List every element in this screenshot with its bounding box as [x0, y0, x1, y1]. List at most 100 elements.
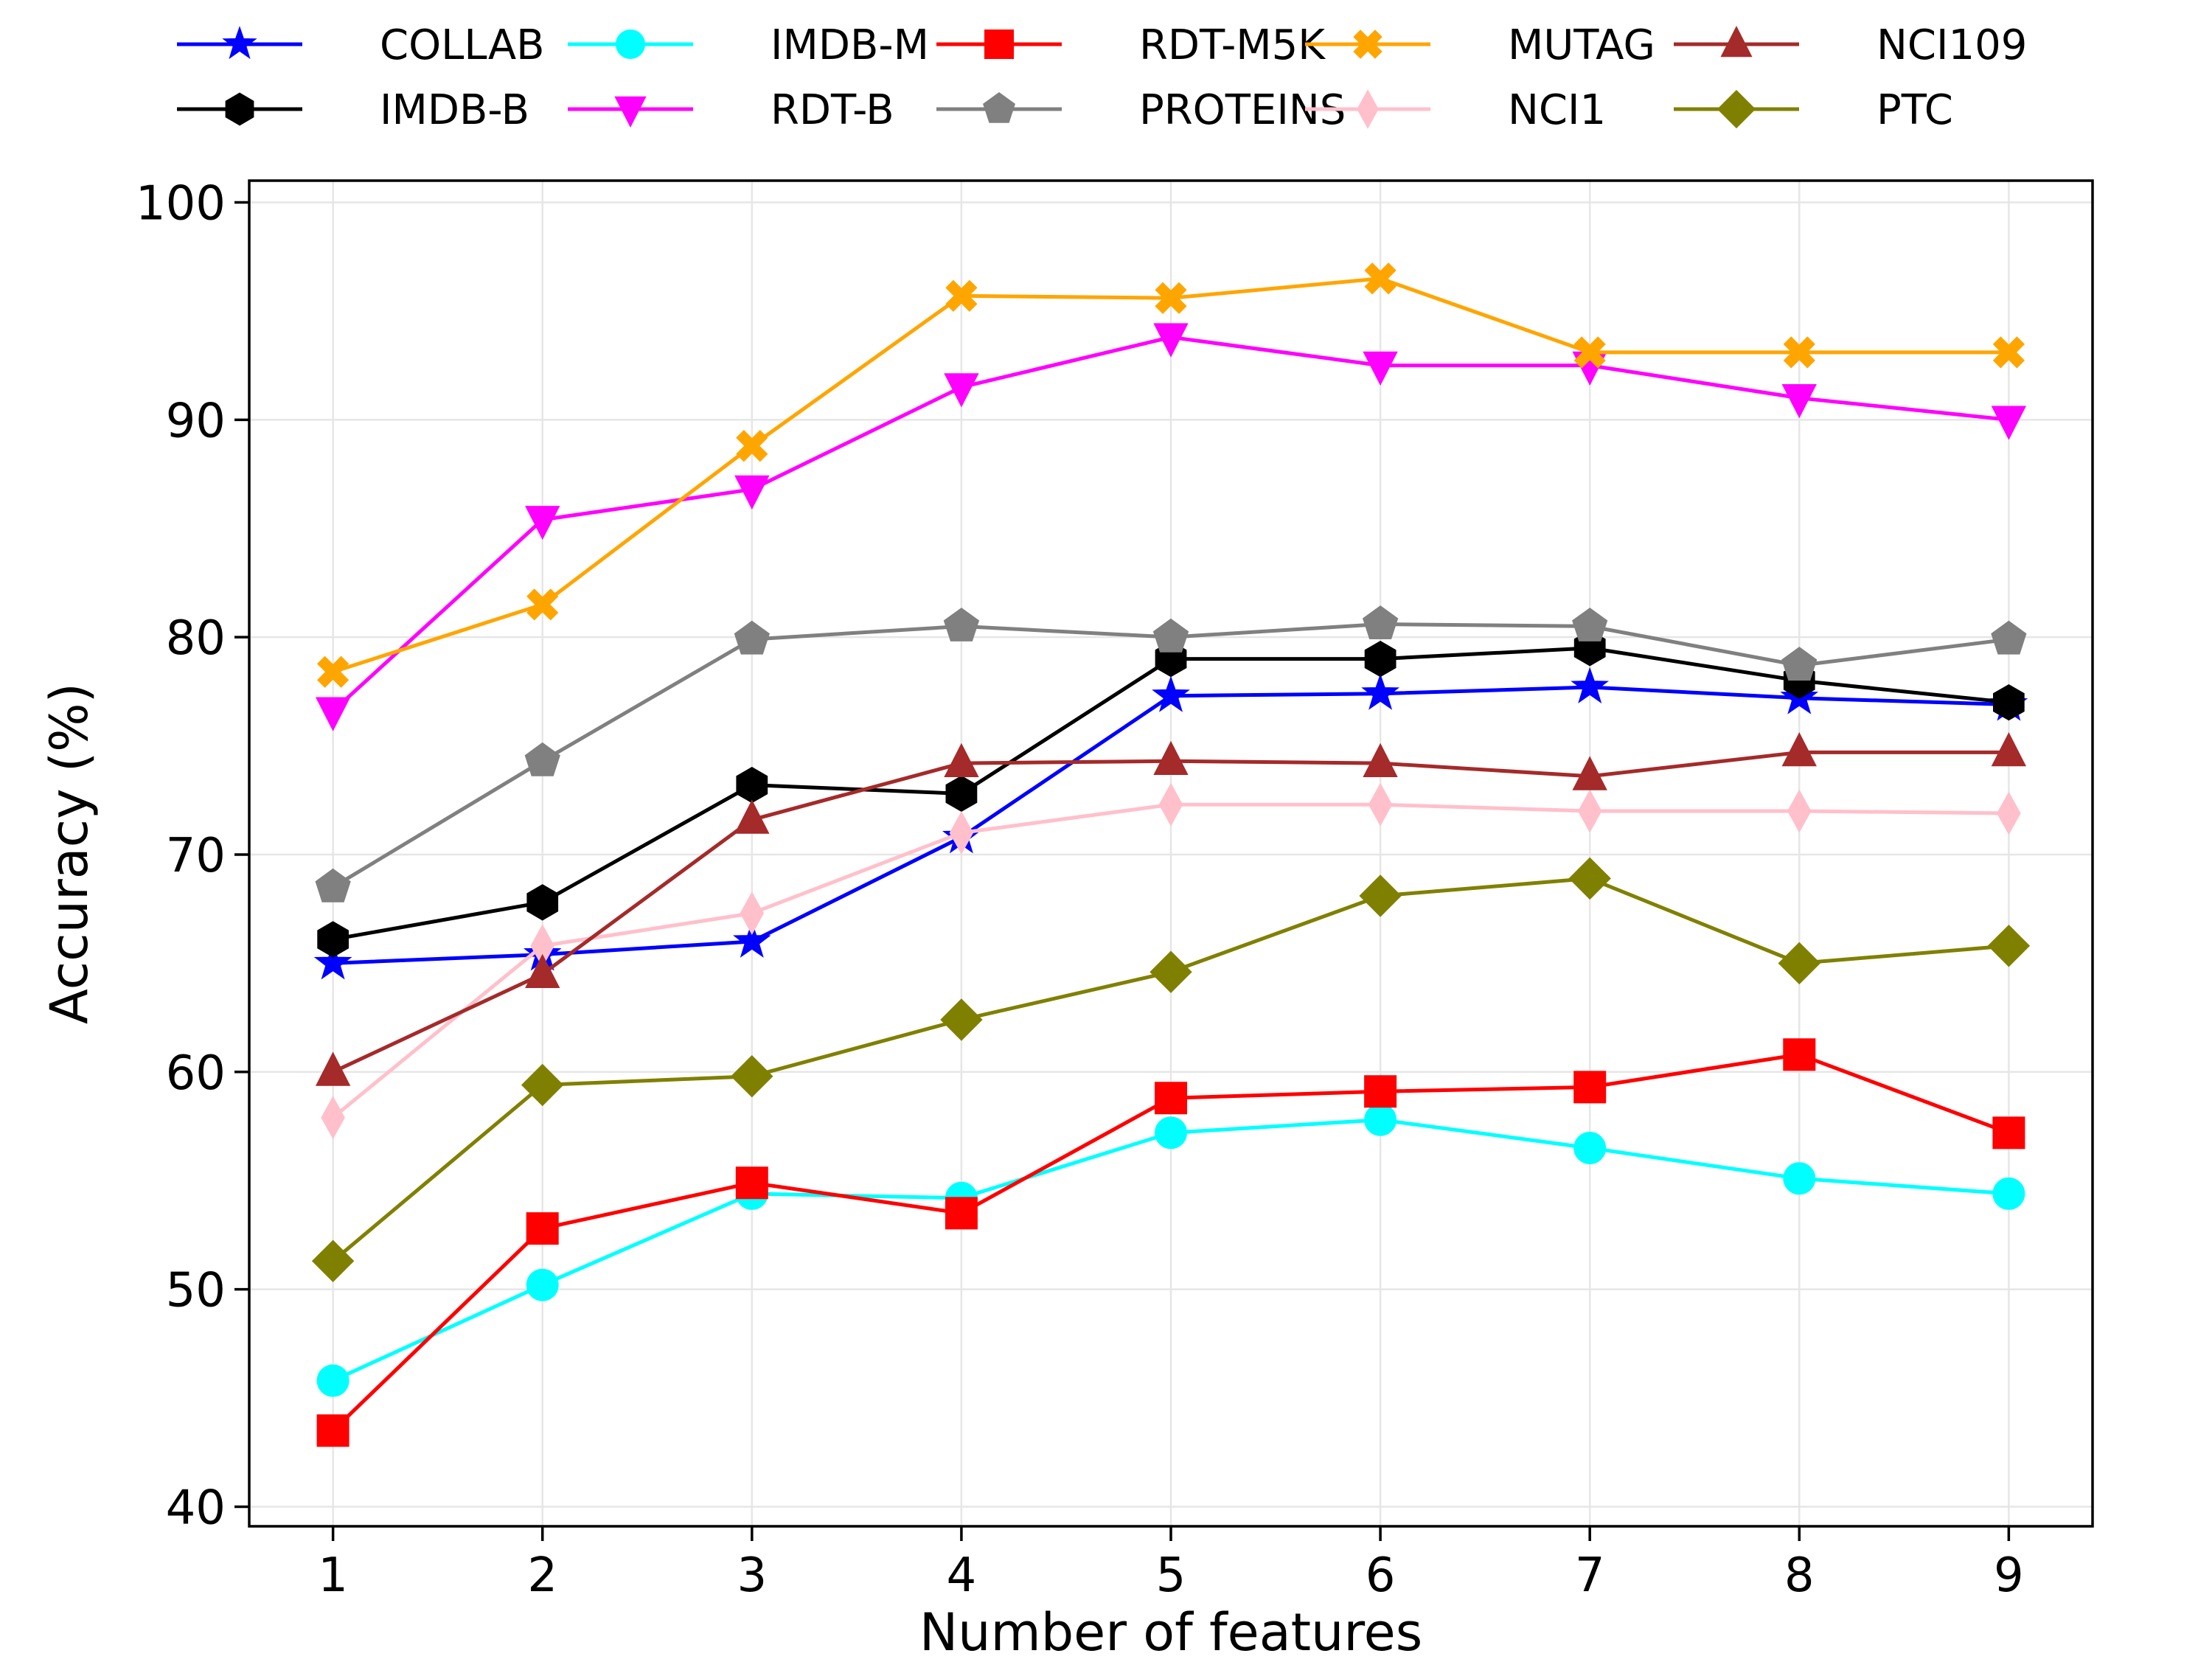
point-nci109 — [315, 1051, 351, 1086]
point-rdt-m5k — [1992, 1116, 2025, 1150]
point-nci1 — [1368, 782, 1393, 827]
point-rdt-m5k — [526, 1212, 559, 1245]
point-rdt-m5k — [1364, 1075, 1397, 1108]
series-nci109 — [315, 732, 2027, 1086]
legend-marker-imdb-m — [616, 29, 645, 59]
point-collab — [1571, 667, 1609, 703]
x-tick-label: 5 — [1156, 1548, 1186, 1603]
point-rdt-b — [1153, 323, 1189, 358]
x-axis-title: Number of features — [919, 1602, 1422, 1659]
point-imdb-m — [1783, 1162, 1816, 1195]
point-nci109 — [734, 799, 770, 834]
point-imdb-b — [526, 884, 559, 921]
legend-marker-rdt-m5k — [984, 29, 1014, 59]
legend-marker-rdt-b — [614, 96, 647, 128]
point-nci109 — [1991, 732, 2027, 767]
point-mutag-stroke — [1364, 262, 1397, 295]
legend-label: COLLAB — [380, 21, 545, 69]
legend-label: NCI1 — [1508, 86, 1606, 134]
x-tick-label: 3 — [737, 1548, 767, 1603]
point-rdt-b — [1363, 351, 1398, 386]
point-mutag — [1155, 282, 1187, 314]
point-ptc — [940, 998, 983, 1041]
point-nci109 — [525, 953, 560, 988]
point-mutag-stroke — [1783, 336, 1815, 369]
point-mutag — [1364, 262, 1397, 295]
point-nci1 — [321, 1096, 345, 1140]
y-axis-title: Accuracy (%) — [39, 683, 100, 1024]
x-tick-label: 1 — [318, 1548, 348, 1603]
point-nci109 — [1153, 740, 1189, 775]
legend-marker-imdb-b — [225, 92, 254, 126]
point-rdt-m5k — [735, 1166, 768, 1200]
point-collab — [733, 921, 771, 958]
legend-label: NCI109 — [1877, 21, 2027, 69]
y-tick-label: 40 — [166, 1481, 226, 1535]
y-tick-label: 100 — [136, 176, 226, 231]
point-rdt-m5k — [316, 1414, 349, 1447]
point-proteins — [1362, 605, 1399, 639]
legend-item-rdt-m5k: RDT-M5K — [936, 21, 1326, 69]
point-imdb-m — [1155, 1116, 1187, 1150]
point-proteins — [1781, 647, 1818, 681]
x-tick-label: 4 — [947, 1548, 977, 1603]
point-imdb-m — [316, 1364, 349, 1397]
point-imdb-m — [526, 1268, 559, 1301]
point-rdt-b — [1991, 406, 2027, 440]
point-imdb-b — [736, 766, 768, 804]
legend-marker-nci109 — [1720, 25, 1753, 58]
legend-item-ptc: PTC — [1674, 86, 1953, 134]
legend-label: IMDB-M — [771, 21, 929, 69]
y-tick-label: 90 — [166, 394, 226, 448]
legend-marker-mutag — [1353, 29, 1382, 59]
y-tick-label: 50 — [166, 1264, 226, 1318]
point-mutag-stroke — [945, 279, 978, 312]
point-nci1 — [1787, 789, 1812, 833]
point-collab — [313, 943, 352, 980]
point-mutag-stroke — [1573, 336, 1606, 369]
point-mutag — [1783, 336, 1815, 369]
x-tick-label: 7 — [1575, 1548, 1605, 1603]
point-proteins — [1572, 608, 1608, 641]
point-proteins — [1991, 620, 2027, 655]
legend-label: PTC — [1877, 86, 1953, 134]
point-ptc — [731, 1054, 773, 1098]
point-nci1 — [1158, 782, 1183, 827]
point-mutag — [736, 430, 768, 462]
point-nci109 — [1363, 742, 1398, 777]
point-rdt-m5k — [945, 1197, 978, 1230]
point-nci1 — [949, 811, 974, 855]
point-proteins — [1152, 618, 1189, 653]
point-proteins — [524, 742, 560, 776]
series-imdb-m — [316, 1103, 2025, 1397]
series-proteins — [315, 605, 2027, 902]
point-rdt-b — [944, 373, 979, 408]
point-mutag-stroke — [1155, 282, 1187, 314]
legend-marker-collab — [222, 26, 257, 60]
point-mutag-stroke — [736, 430, 768, 462]
legend: COLLABIMDB-BIMDB-MRDT-BRDT-M5KPROTEINSMU… — [177, 21, 2027, 134]
legend-item-collab: COLLAB — [177, 21, 545, 69]
point-rdt-m5k — [1155, 1082, 1187, 1115]
x-axis-ticks: 1 2 3 4 5 6 7 8 9 — [318, 1526, 2024, 1603]
point-imdb-m — [1573, 1131, 1607, 1164]
point-mutag — [526, 588, 559, 621]
point-collab — [1152, 675, 1190, 712]
point-mutag-stroke — [316, 655, 349, 688]
legend-marker-ptc — [1717, 89, 1756, 129]
point-rdt-b — [525, 506, 560, 540]
point-imdb-b — [317, 921, 349, 958]
x-tick-label: 2 — [527, 1548, 557, 1603]
legend-item-mutag: MUTAG — [1305, 21, 1655, 69]
point-rdt-m5k — [1573, 1071, 1607, 1104]
point-ptc — [1778, 942, 1821, 985]
point-rdt-m5k — [1783, 1038, 1816, 1071]
point-imdb-b — [1364, 640, 1397, 678]
series-layer — [311, 262, 2031, 1447]
x-tick-label: 8 — [1784, 1548, 1815, 1603]
point-ptc — [1987, 925, 2031, 967]
legend-label: MUTAG — [1508, 21, 1655, 69]
point-mutag — [316, 655, 349, 688]
